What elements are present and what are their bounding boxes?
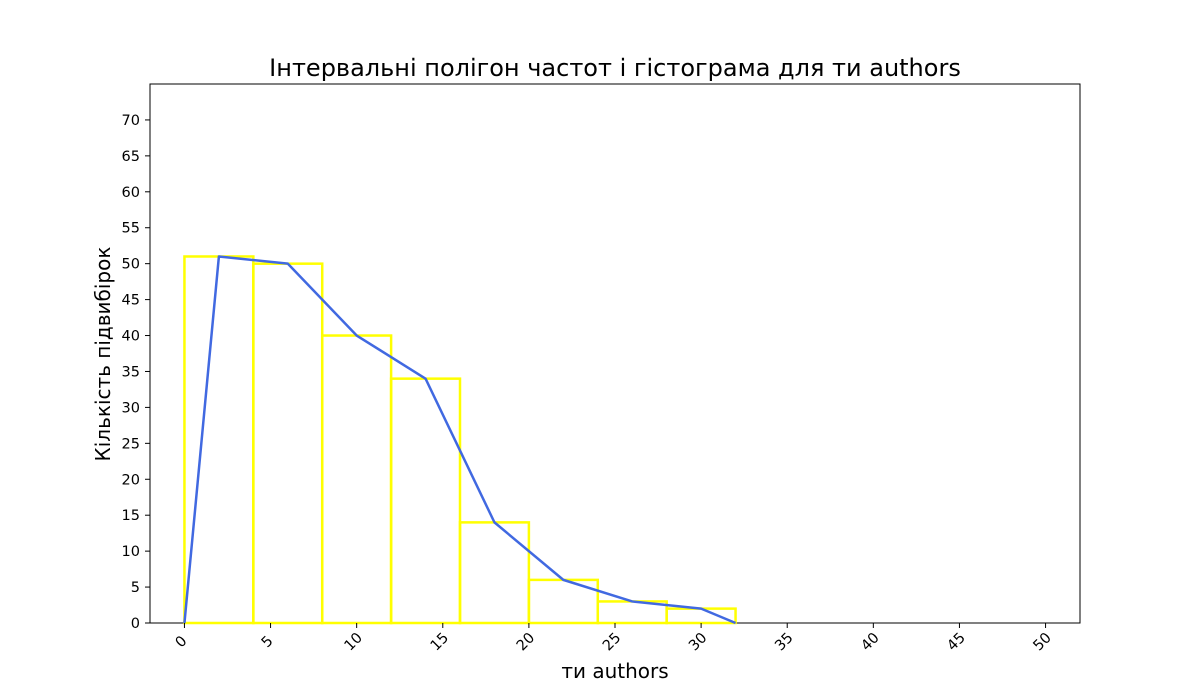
y-tick-label: 20 (122, 472, 140, 488)
x-tick-label: 10 (342, 630, 366, 654)
y-tick-label: 15 (122, 508, 140, 524)
x-tick-label: 25 (600, 630, 624, 654)
y-tick-label: 10 (122, 544, 140, 560)
histogram-bar (252, 262, 324, 625)
y-axis-label: Кількість підвибірок (91, 247, 115, 462)
x-axis-label: ти authors (561, 659, 668, 683)
frequency-polygon (183, 255, 737, 625)
histogram (183, 255, 737, 625)
y-axis: 0 5 10 15 20 25 30 35 40 45 50 55 60 65 70 (122, 113, 150, 632)
y-tick-label: 60 (122, 185, 140, 201)
x-tick-label: 20 (514, 630, 538, 654)
x-tick-label: 0 (173, 633, 191, 651)
histogram-bar (389, 377, 462, 625)
x-tick-label: 15 (428, 630, 452, 654)
y-tick-label: 65 (122, 149, 140, 165)
x-axis: 0 5 10 15 20 25 30 35 40 45 50 (173, 623, 1055, 654)
y-tick-label: 5 (131, 580, 140, 596)
y-tick-label: 40 (122, 329, 140, 345)
y-tick-label: 0 (131, 616, 140, 632)
histogram-bar (458, 521, 531, 625)
x-tick-label: 50 (1031, 630, 1055, 654)
y-tick-label: 55 (122, 221, 140, 237)
y-tick-label: 70 (122, 113, 140, 129)
plot-frame (149, 83, 1081, 624)
y-tick-label: 30 (122, 400, 140, 416)
histogram-bar (320, 334, 393, 625)
x-tick-label: 5 (259, 633, 277, 651)
polygon-line (183, 255, 737, 625)
histogram-bar (183, 255, 255, 625)
x-tick-label: 45 (944, 630, 968, 654)
chart-title: Інтервальні полігон частот і гістограма … (269, 54, 961, 82)
x-tick-label: 40 (858, 630, 882, 654)
x-tick-label: 30 (686, 630, 710, 654)
y-tick-label: 50 (122, 257, 140, 273)
histogram-bar (665, 607, 737, 625)
y-tick-label: 25 (122, 436, 140, 452)
x-tick-label: 35 (772, 630, 796, 654)
y-tick-label: 45 (122, 293, 140, 309)
y-tick-label: 35 (122, 364, 140, 380)
